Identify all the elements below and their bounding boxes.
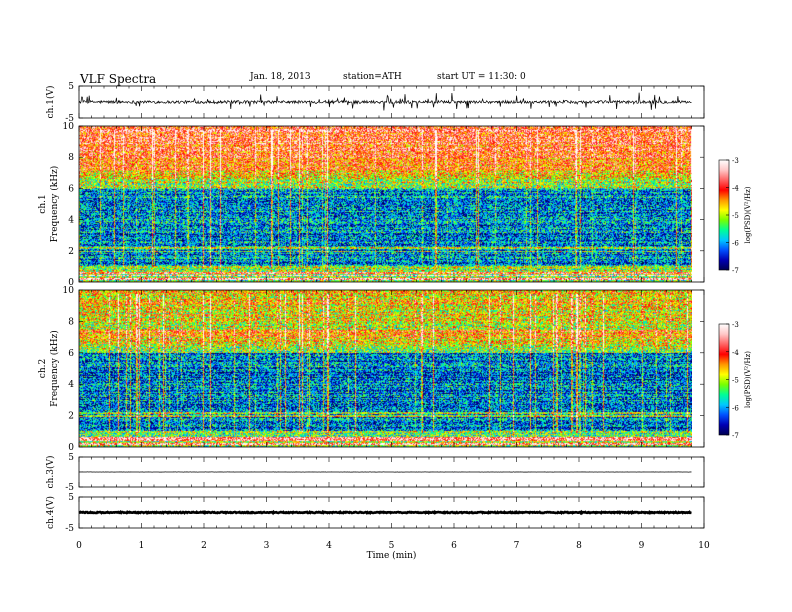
xtick-3: 3	[264, 541, 270, 551]
ch2-spectrogram-colorbar-tick--5: -5	[732, 377, 739, 385]
ch1-spectrogram-colorbar-label: log(PSD)(V²/Hz)	[744, 186, 752, 243]
ch2-spectrogram-ytick-8: 8	[68, 317, 74, 327]
xtick-5: 5	[389, 541, 395, 551]
ch1-spectrogram-ytick-6: 6	[68, 184, 74, 194]
ch2-spectrogram-heatmap	[79, 290, 692, 447]
ch2-spectrogram-colorbar-tick--3: -3	[732, 321, 739, 329]
ch2-spectrogram-colorbar-label: log(PSD)(V²/Hz)	[744, 351, 752, 408]
ch4-waveform-trace	[78, 509, 692, 516]
xtick-8: 8	[576, 541, 582, 551]
xtick-0: 0	[76, 541, 82, 551]
ch2-spectrogram-colorbar-tick--7: -7	[732, 432, 739, 440]
ch1-spectrogram-colorbar-tick--4: -4	[732, 185, 739, 193]
ch1-waveform-ytick--5: -5	[65, 114, 74, 124]
xtick-6: 6	[451, 541, 457, 551]
ch3-waveform-ytick--5: -5	[65, 483, 74, 493]
ch2-spectrogram-channel-label: ch.2	[38, 359, 48, 378]
xtick-7: 7	[514, 541, 520, 551]
ch1-spectrogram-colorbar-tick--6: -6	[732, 240, 739, 248]
xtick-9: 9	[639, 541, 645, 551]
ch1-spectrogram-ytick-4: 4	[68, 216, 74, 226]
chart-title: VLF Spectra	[80, 72, 157, 86]
xtick-10: 10	[698, 541, 710, 551]
ch1-spectrogram-ytick-10: 10	[63, 122, 75, 132]
ch1-waveform-ytick-5: 5	[68, 82, 74, 92]
ch1-spectrogram-channel-label: ch.1	[38, 194, 48, 213]
date-label: Jan. 18, 2013	[250, 72, 311, 82]
ch1-spectrogram-ytick-2: 2	[68, 247, 74, 257]
xtick-1: 1	[139, 541, 145, 551]
ch2-spectrogram-ylabel: Frequency (kHz)	[49, 330, 60, 407]
ch1-spectrogram-colorbar-tick--3: -3	[732, 157, 739, 165]
ch3-waveform-ytick-5: 5	[68, 453, 74, 463]
x-axis-label: Time (min)	[367, 550, 417, 561]
ch1-spectrogram-ytick-8: 8	[68, 153, 74, 163]
ch2-spectrogram-ytick-0: 0	[68, 443, 74, 453]
start-time-label: start UT = 11:30: 0	[437, 72, 526, 82]
station-label: station=ATH	[343, 72, 402, 82]
ch1-spectrogram-colorbar-tick--5: -5	[732, 212, 739, 220]
ch1-spectrogram-colorbar-tick--7: -7	[732, 267, 739, 275]
ch2-spectrogram-ytick-4: 4	[68, 380, 74, 390]
ch2-spectrogram-ytick-6: 6	[68, 349, 74, 359]
ch2-spectrogram-colorbar-tick--6: -6	[732, 404, 739, 412]
ch4-waveform-ylabel: ch.4(V)	[45, 496, 56, 529]
ch2-spectrogram-colorbar-tick--4: -4	[732, 349, 739, 357]
ch4-waveform-ytick--5: -5	[65, 524, 74, 534]
ch3-waveform-ylabel: ch.3(V)	[45, 456, 56, 489]
xtick-4: 4	[326, 541, 332, 551]
ch1-spectrogram-heatmap	[79, 126, 692, 282]
ch1-waveform-ylabel: ch.1(V)	[45, 86, 56, 119]
xtick-2: 2	[201, 541, 207, 551]
ch1-spectrogram-ytick-0: 0	[68, 278, 74, 288]
ch2-spectrogram-ytick-10: 10	[63, 286, 75, 296]
ch1-spectrogram-ylabel: Frequency (kHz)	[49, 166, 60, 243]
ch2-spectrogram-ytick-2: 2	[68, 412, 74, 422]
ch1-waveform-trace	[78, 92, 692, 111]
ch4-waveform-ytick-5: 5	[68, 493, 74, 503]
